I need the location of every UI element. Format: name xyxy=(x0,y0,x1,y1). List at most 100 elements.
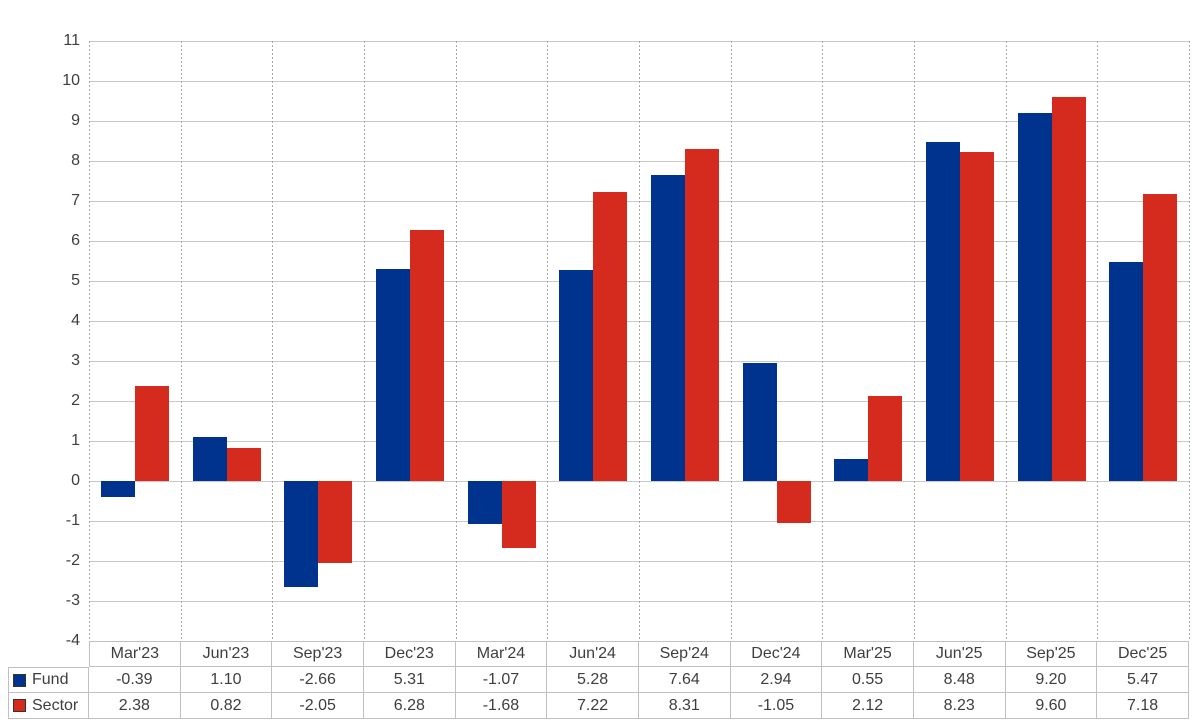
fund-value-cell-Sep'23: -2.66 xyxy=(272,667,364,693)
category-header-cell: Mar'23 xyxy=(89,641,181,667)
vgrid-line xyxy=(455,41,457,641)
bar-fund-Dec'23 xyxy=(375,268,410,481)
fund-swatch-icon xyxy=(13,673,26,687)
vgrid-line xyxy=(364,41,365,641)
vgrid-line xyxy=(914,41,915,641)
category-header-cell: Mar'24 xyxy=(455,641,548,667)
bar-sector-Sep'24 xyxy=(684,148,719,481)
sector-swatch-icon xyxy=(13,699,26,712)
y-axis-label: 4 xyxy=(71,312,80,329)
y-axis-label: -2 xyxy=(65,552,80,569)
y-axis-label: -4 xyxy=(65,632,80,649)
sector-value-cell-Jun'25: 8.23 xyxy=(913,693,1006,719)
plot-area xyxy=(89,41,1190,641)
bar-fund-Dec'25 xyxy=(1109,262,1144,481)
bar-fund-Mar'25 xyxy=(834,459,869,481)
bar-sector-Jun'25 xyxy=(959,151,994,481)
category-header-cell: Sep'24 xyxy=(638,641,731,667)
y-axis-label: 1 xyxy=(71,432,80,449)
bar-fund-Sep'23 xyxy=(284,481,319,588)
y-axis-label: 7 xyxy=(71,192,80,209)
category-header-cell: Jun'23 xyxy=(180,641,273,667)
y-axis-label: 10 xyxy=(62,72,80,89)
sector-value-cell-Mar'24: -1.68 xyxy=(455,693,548,719)
category-header-cell: Jun'24 xyxy=(547,641,639,667)
category-header-cell: Dec'23 xyxy=(363,641,456,667)
y-axis-label: 8 xyxy=(71,152,80,169)
fund-value-cell-Mar'24: -1.07 xyxy=(455,667,548,693)
vgrid-line xyxy=(730,41,732,641)
category-header-cell: Sep'23 xyxy=(272,641,364,667)
vgrid-line xyxy=(180,41,182,641)
bar-sector-Dec'23 xyxy=(409,229,444,481)
fund-value-cell-Jun'23: 1.10 xyxy=(180,667,273,693)
legend-cell-sector: Sector xyxy=(0,693,89,719)
fund-value-cell-Jun'25: 8.48 xyxy=(913,667,1006,693)
y-axis-label: 6 xyxy=(71,232,80,249)
bar-fund-Jun'24 xyxy=(559,269,594,481)
sector-value-cell-Sep'23: -2.05 xyxy=(272,693,364,719)
bar-sector-Sep'25 xyxy=(1051,97,1086,481)
sector-value-cell-Dec'25: 7.18 xyxy=(1097,693,1189,719)
fund-value-cell-Jun'24: 5.28 xyxy=(547,667,639,693)
vgrid-line xyxy=(272,41,274,641)
vgrid-line xyxy=(639,41,640,641)
vgrid-line xyxy=(1189,41,1190,641)
series-name-sector: Sector xyxy=(32,696,79,714)
bar-sector-Mar'24 xyxy=(501,481,536,549)
vgrid-line xyxy=(547,41,549,641)
y-axis: 11 10 9 8 7 6 5 4 3 2 1 0 -1 -2 -3 -4 xyxy=(0,32,80,661)
bar-sector-Mar'25 xyxy=(868,396,903,481)
bar-fund-Mar'23 xyxy=(100,481,135,497)
fund-value-cell-Dec'25: 5.47 xyxy=(1097,667,1189,693)
y-axis-label: 2 xyxy=(71,392,80,409)
sector-value-cell-Sep'25: 9.60 xyxy=(1005,693,1098,719)
data-table: Mar'23 Jun'23 Sep'23 Dec'23 Mar'24 Jun'24 Sep'… xyxy=(0,641,1189,719)
vgrid-line xyxy=(822,41,824,641)
y-axis-label: -1 xyxy=(65,512,80,529)
bar-sector-Jun'24 xyxy=(593,192,628,481)
y-axis-label: 9 xyxy=(71,112,80,129)
bar-sector-Sep'23 xyxy=(318,481,353,563)
fund-value-cell-Sep'24: 7.64 xyxy=(638,667,731,693)
bar-sector-Dec'24 xyxy=(776,481,811,523)
y-axis-label: 11 xyxy=(63,32,80,49)
bar-fund-Dec'24 xyxy=(742,363,777,481)
category-header-cell: Dec'24 xyxy=(730,641,823,667)
sector-value-cell-Sep'24: 8.31 xyxy=(638,693,731,719)
sector-value-cell-Mar'23: 2.38 xyxy=(89,693,181,719)
y-axis-label: 3 xyxy=(71,352,80,369)
bar-fund-Jun'23 xyxy=(192,437,227,481)
y-axis-label: 5 xyxy=(71,272,80,289)
bar-sector-Mar'23 xyxy=(134,385,169,481)
vgrid-line xyxy=(1005,41,1007,641)
sector-value-cell-Dec'23: 6.28 xyxy=(363,693,456,719)
legend-cell-fund: Fund xyxy=(0,667,89,693)
bar-fund-Sep'25 xyxy=(1017,113,1052,481)
vgrid-line xyxy=(1097,41,1099,641)
category-header-cell: Dec'25 xyxy=(1097,641,1189,667)
category-header-cell: Mar'25 xyxy=(822,641,914,667)
bar-fund-Sep'24 xyxy=(650,175,685,481)
bar-sector-Jun'23 xyxy=(226,448,261,481)
legend-box-fund: Fund xyxy=(8,667,88,693)
bar-fund-Mar'24 xyxy=(467,481,502,524)
vgrid-line xyxy=(89,41,90,641)
fund-value-cell-Mar'25: 0.55 xyxy=(822,667,914,693)
sector-value-cell-Mar'25: 2.12 xyxy=(822,693,914,719)
fund-value-cell-Mar'23: -0.39 xyxy=(89,667,181,693)
bar-sector-Dec'25 xyxy=(1143,193,1178,481)
fund-value-cell-Dec'24: 2.94 xyxy=(730,667,823,693)
fund-value-cell-Sep'25: 9.20 xyxy=(1005,667,1098,693)
y-axis-label: 0 xyxy=(71,472,80,489)
sector-value-cell-Dec'24: -1.05 xyxy=(730,693,823,719)
category-header-cell: Sep'25 xyxy=(1005,641,1098,667)
fund-value-cell-Dec'23: 5.31 xyxy=(363,667,456,693)
sector-value-cell-Jun'23: 0.82 xyxy=(180,693,273,719)
series-name-fund: Fund xyxy=(32,671,69,688)
bar-fund-Jun'25 xyxy=(925,141,960,481)
category-header-cell: Jun'25 xyxy=(913,641,1006,667)
table-corner-cell xyxy=(0,641,89,667)
y-axis-label: -3 xyxy=(65,592,80,609)
